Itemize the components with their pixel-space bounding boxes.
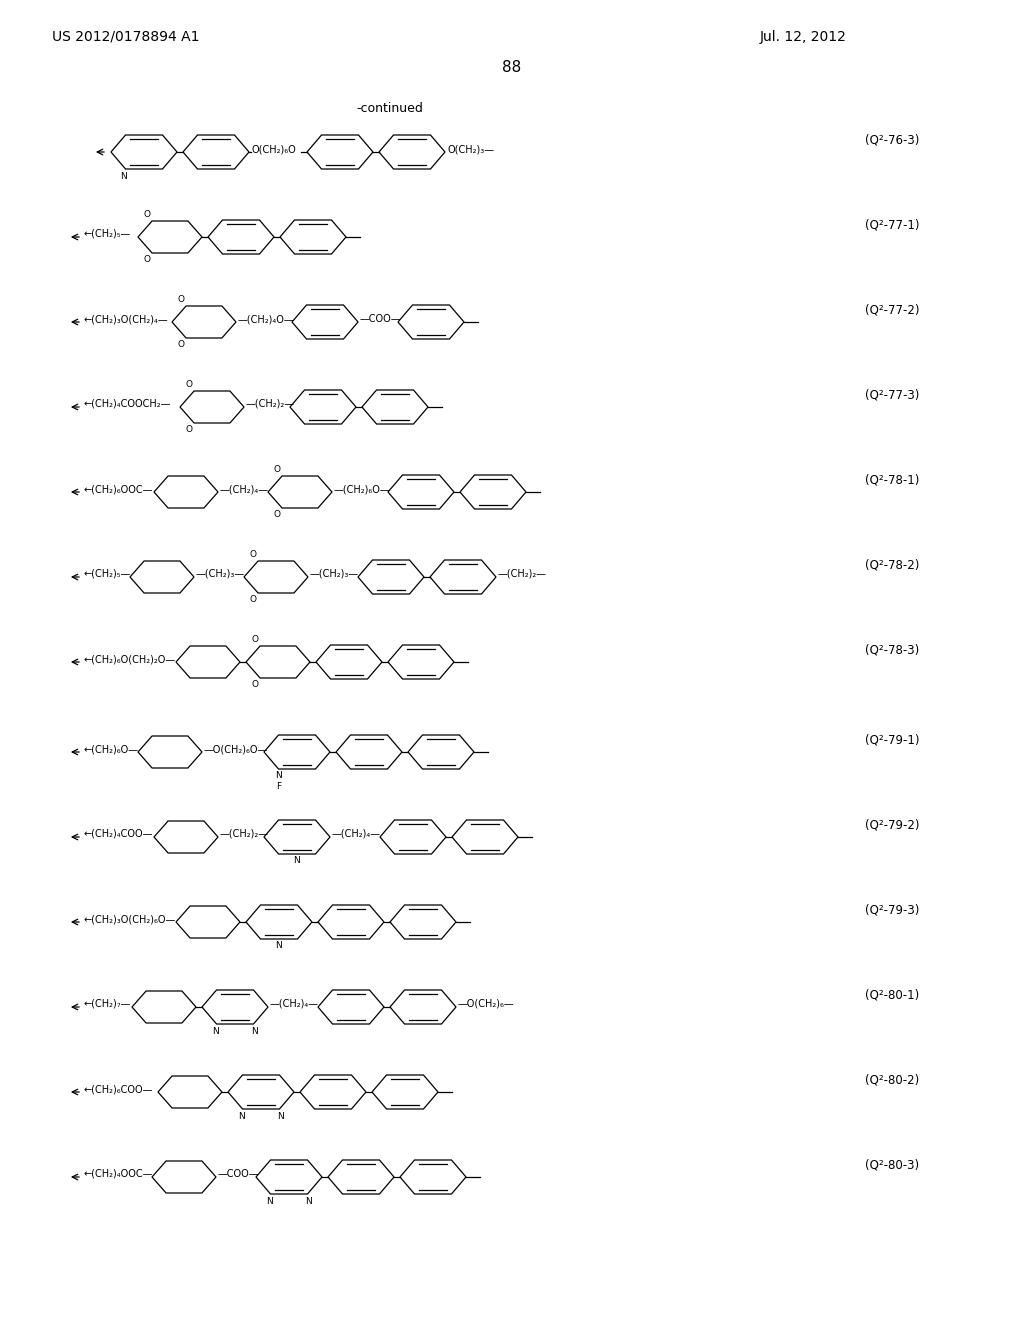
Text: O: O — [177, 294, 184, 304]
Text: ←(CH₂)₃O(CH₂)₆O—: ←(CH₂)₃O(CH₂)₆O— — [84, 913, 176, 924]
Text: ←(CH₂)₆COO—: ←(CH₂)₆COO— — [84, 1084, 154, 1094]
Text: N: N — [212, 1027, 219, 1036]
Text: —(CH₂)₄—: —(CH₂)₄— — [270, 999, 319, 1008]
Text: N: N — [275, 771, 282, 780]
Text: ←(CH₂)₅—: ←(CH₂)₅— — [84, 569, 131, 579]
Text: ←(CH₂)₆OOC—: ←(CH₂)₆OOC— — [84, 484, 154, 494]
Text: —(CH₂)₄O—: —(CH₂)₄O— — [238, 314, 295, 323]
Text: O: O — [185, 380, 193, 389]
Text: US 2012/0178894 A1: US 2012/0178894 A1 — [52, 30, 200, 44]
Text: ←(CH₂)₆O—: ←(CH₂)₆O— — [84, 744, 139, 754]
Text: —(CH₂)₂—: —(CH₂)₂— — [246, 399, 295, 409]
Text: O: O — [185, 425, 193, 434]
Text: —(CH₂)₄—: —(CH₂)₄— — [220, 484, 269, 494]
Text: (Q²-77-2): (Q²-77-2) — [865, 304, 920, 317]
Text: (Q²-80-1): (Q²-80-1) — [865, 989, 920, 1002]
Text: O: O — [177, 341, 184, 348]
Text: (Q²-79-3): (Q²-79-3) — [865, 903, 920, 916]
Text: (Q²-79-2): (Q²-79-2) — [865, 818, 920, 832]
Text: —(CH₂)₃—: —(CH₂)₃— — [310, 569, 359, 579]
Text: —COO—: —COO— — [218, 1170, 259, 1179]
Text: ←(CH₂)₇—: ←(CH₂)₇— — [84, 999, 131, 1008]
Text: Jul. 12, 2012: Jul. 12, 2012 — [760, 30, 847, 44]
Text: O: O — [249, 595, 256, 605]
Text: -continued: -continued — [356, 102, 424, 115]
Text: —O(CH₂)₆O—: —O(CH₂)₆O— — [204, 744, 268, 754]
Text: (Q²-76-3): (Q²-76-3) — [865, 133, 920, 147]
Text: (Q²-80-3): (Q²-80-3) — [865, 1159, 920, 1172]
Text: N: N — [294, 855, 300, 865]
Text: O: O — [143, 255, 151, 264]
Text: (Q²-78-1): (Q²-78-1) — [865, 474, 920, 487]
Text: —(CH₂)₂—: —(CH₂)₂— — [220, 829, 269, 840]
Text: ←(CH₂)₄OOC—: ←(CH₂)₄OOC— — [84, 1170, 154, 1179]
Text: O: O — [143, 210, 151, 219]
Text: ←(CH₂)₄COO—: ←(CH₂)₄COO— — [84, 829, 154, 840]
Text: ←(CH₂)₆O(CH₂)₂O—: ←(CH₂)₆O(CH₂)₂O— — [84, 653, 176, 664]
Text: —O(CH₂)₆—: —O(CH₂)₆— — [458, 999, 515, 1008]
Text: O: O — [251, 635, 258, 644]
Text: (Q²-80-2): (Q²-80-2) — [865, 1073, 920, 1086]
Text: (Q²-79-1): (Q²-79-1) — [865, 734, 920, 747]
Text: O: O — [273, 510, 281, 519]
Text: N: N — [239, 1111, 245, 1121]
Text: N: N — [266, 1197, 272, 1206]
Text: ←(CH₂)₄COOCH₂—: ←(CH₂)₄COOCH₂— — [84, 399, 171, 409]
Text: —COO—: —COO— — [360, 314, 401, 323]
Text: N: N — [251, 1027, 258, 1036]
Text: O: O — [251, 680, 258, 689]
Text: N: N — [275, 941, 283, 950]
Text: —(CH₂)₃—: —(CH₂)₃— — [196, 569, 245, 579]
Text: O(CH₂)₃—: O(CH₂)₃— — [447, 144, 494, 154]
Text: O(CH₂)₆O: O(CH₂)₆O — [251, 144, 296, 154]
Text: (Q²-77-1): (Q²-77-1) — [865, 219, 920, 231]
Text: (Q²-78-2): (Q²-78-2) — [865, 558, 920, 572]
Text: —(CH₂)₂—: —(CH₂)₂— — [498, 569, 547, 579]
Text: O: O — [249, 550, 256, 558]
Text: N: N — [120, 172, 127, 181]
Text: (Q²-78-3): (Q²-78-3) — [865, 644, 920, 656]
Text: F: F — [275, 781, 281, 791]
Text: ←(CH₂)₃O(CH₂)₄—: ←(CH₂)₃O(CH₂)₄— — [84, 314, 169, 323]
Text: (Q²-77-3): (Q²-77-3) — [865, 388, 920, 401]
Text: N: N — [305, 1197, 312, 1206]
Text: O: O — [273, 465, 281, 474]
Text: —(CH₂)₆O—: —(CH₂)₆O— — [334, 484, 390, 494]
Text: N: N — [278, 1111, 284, 1121]
Text: —(CH₂)₄—: —(CH₂)₄— — [332, 829, 381, 840]
Text: 88: 88 — [503, 61, 521, 75]
Text: ←(CH₂)₅—: ←(CH₂)₅— — [84, 228, 131, 239]
